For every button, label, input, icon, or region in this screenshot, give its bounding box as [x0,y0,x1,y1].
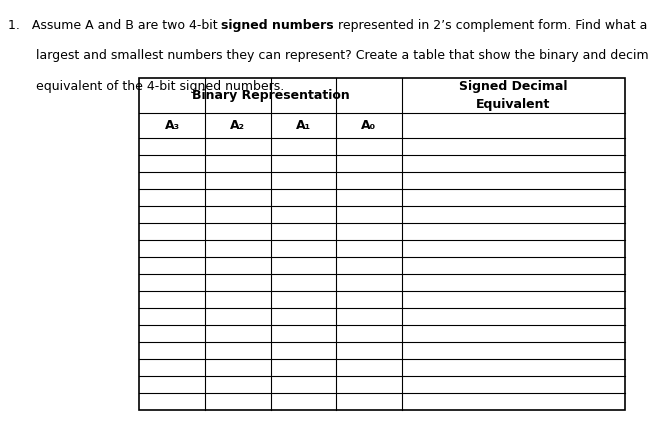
Text: A₁: A₁ [295,119,311,132]
Text: A₀: A₀ [362,119,376,132]
Bar [139,78,625,410]
Text: largest and smallest numbers they can represent? Create a table that show the bi: largest and smallest numbers they can re… [36,49,648,62]
Text: represented in 2’s complement form. Find what are the: represented in 2’s complement form. Find… [334,19,648,32]
Text: Binary Representation: Binary Representation [192,89,349,102]
Text: equivalent of the 4-bit signed numbers.: equivalent of the 4-bit signed numbers. [36,80,284,93]
Text: A₃: A₃ [165,119,179,132]
Text: signed numbers: signed numbers [222,19,334,32]
Text: 1.   Assume A and B are two 4-bit: 1. Assume A and B are two 4-bit [8,19,222,32]
Text: A₂: A₂ [230,119,245,132]
Text: Signed Decimal
Equivalent: Signed Decimal Equivalent [459,80,568,111]
